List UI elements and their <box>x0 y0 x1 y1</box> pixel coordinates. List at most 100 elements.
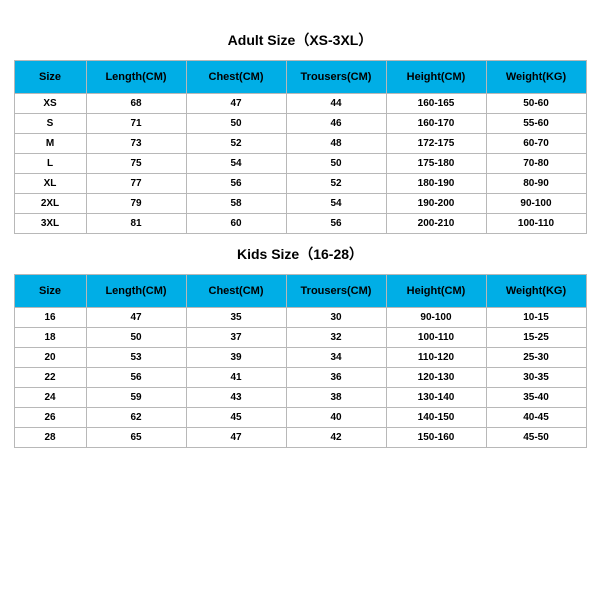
cell: 48 <box>286 134 386 154</box>
cell: 50 <box>286 154 386 174</box>
cell: XL <box>14 174 86 194</box>
cell: 30-35 <box>486 368 586 388</box>
cell: 56 <box>186 174 286 194</box>
cell: 30 <box>286 308 386 328</box>
col-height: Height(CM) <box>386 61 486 94</box>
cell: 56 <box>86 368 186 388</box>
col-weight: Weight(KG) <box>486 61 586 94</box>
cell: 79 <box>86 194 186 214</box>
cell: 90-100 <box>386 308 486 328</box>
cell: 16 <box>14 308 86 328</box>
adult-section-title: Adult Size（XS-3XL） <box>0 30 600 50</box>
cell: 45 <box>186 408 286 428</box>
cell: 39 <box>186 348 286 368</box>
cell: 54 <box>286 194 386 214</box>
cell: 59 <box>86 388 186 408</box>
cell: 22 <box>14 368 86 388</box>
cell: 46 <box>286 114 386 134</box>
cell: S <box>14 114 86 134</box>
table-row: 24 59 43 38 130-140 35-40 <box>14 388 586 408</box>
table-row: XL 77 56 52 180-190 80-90 <box>14 174 586 194</box>
cell: 68 <box>86 94 186 114</box>
cell: 73 <box>86 134 186 154</box>
cell: 55-60 <box>486 114 586 134</box>
table-row: 16 47 35 30 90-100 10-15 <box>14 308 586 328</box>
cell: 90-100 <box>486 194 586 214</box>
cell: 75 <box>86 154 186 174</box>
table-row: S 71 50 46 160-170 55-60 <box>14 114 586 134</box>
cell: 160-165 <box>386 94 486 114</box>
cell: 52 <box>186 134 286 154</box>
cell: 45-50 <box>486 428 586 448</box>
cell: 172-175 <box>386 134 486 154</box>
cell: 44 <box>286 94 386 114</box>
cell: 175-180 <box>386 154 486 174</box>
cell: M <box>14 134 86 154</box>
cell: 50-60 <box>486 94 586 114</box>
col-length: Length(CM) <box>86 61 186 94</box>
cell: 180-190 <box>386 174 486 194</box>
cell: 40 <box>286 408 386 428</box>
cell: 37 <box>186 328 286 348</box>
col-length: Length(CM) <box>86 275 186 308</box>
cell: 71 <box>86 114 186 134</box>
table-header-row: Size Length(CM) Chest(CM) Trousers(CM) H… <box>14 61 586 94</box>
table-row: XS 68 47 44 160-165 50-60 <box>14 94 586 114</box>
cell: 52 <box>286 174 386 194</box>
cell: 15-25 <box>486 328 586 348</box>
table-row: L 75 54 50 175-180 70-80 <box>14 154 586 174</box>
cell: 47 <box>86 308 186 328</box>
cell: 77 <box>86 174 186 194</box>
col-size: Size <box>14 61 86 94</box>
col-size: Size <box>14 275 86 308</box>
cell: 110-120 <box>386 348 486 368</box>
cell: 20 <box>14 348 86 368</box>
cell: 56 <box>286 214 386 234</box>
cell: 35-40 <box>486 388 586 408</box>
cell: 60 <box>186 214 286 234</box>
cell: 35 <box>186 308 286 328</box>
cell: 18 <box>14 328 86 348</box>
cell: 24 <box>14 388 86 408</box>
cell: 25-30 <box>486 348 586 368</box>
cell: L <box>14 154 86 174</box>
cell: 3XL <box>14 214 86 234</box>
cell: 130-140 <box>386 388 486 408</box>
cell: 150-160 <box>386 428 486 448</box>
cell: 140-150 <box>386 408 486 428</box>
cell: 28 <box>14 428 86 448</box>
cell: 26 <box>14 408 86 428</box>
cell: 50 <box>86 328 186 348</box>
table-row: 3XL 81 60 56 200-210 100-110 <box>14 214 586 234</box>
cell: 38 <box>286 388 386 408</box>
col-chest: Chest(CM) <box>186 61 286 94</box>
cell: 81 <box>86 214 186 234</box>
col-height: Height(CM) <box>386 275 486 308</box>
table-header-row: Size Length(CM) Chest(CM) Trousers(CM) H… <box>14 275 586 308</box>
cell: 58 <box>186 194 286 214</box>
cell: 54 <box>186 154 286 174</box>
cell: 53 <box>86 348 186 368</box>
cell: 80-90 <box>486 174 586 194</box>
table-row: 28 65 47 42 150-160 45-50 <box>14 428 586 448</box>
cell: 200-210 <box>386 214 486 234</box>
cell: 70-80 <box>486 154 586 174</box>
cell: 62 <box>86 408 186 428</box>
cell: 34 <box>286 348 386 368</box>
table-row: M 73 52 48 172-175 60-70 <box>14 134 586 154</box>
cell: 2XL <box>14 194 86 214</box>
adult-size-table: Size Length(CM) Chest(CM) Trousers(CM) H… <box>14 60 587 234</box>
cell: 120-130 <box>386 368 486 388</box>
table-row: 20 53 39 34 110-120 25-30 <box>14 348 586 368</box>
col-chest: Chest(CM) <box>186 275 286 308</box>
cell: 10-15 <box>486 308 586 328</box>
cell: 47 <box>186 428 286 448</box>
cell: XS <box>14 94 86 114</box>
cell: 190-200 <box>386 194 486 214</box>
cell: 65 <box>86 428 186 448</box>
col-trousers: Trousers(CM) <box>286 61 386 94</box>
table-row: 26 62 45 40 140-150 40-45 <box>14 408 586 428</box>
table-row: 2XL 79 58 54 190-200 90-100 <box>14 194 586 214</box>
cell: 160-170 <box>386 114 486 134</box>
cell: 36 <box>286 368 386 388</box>
